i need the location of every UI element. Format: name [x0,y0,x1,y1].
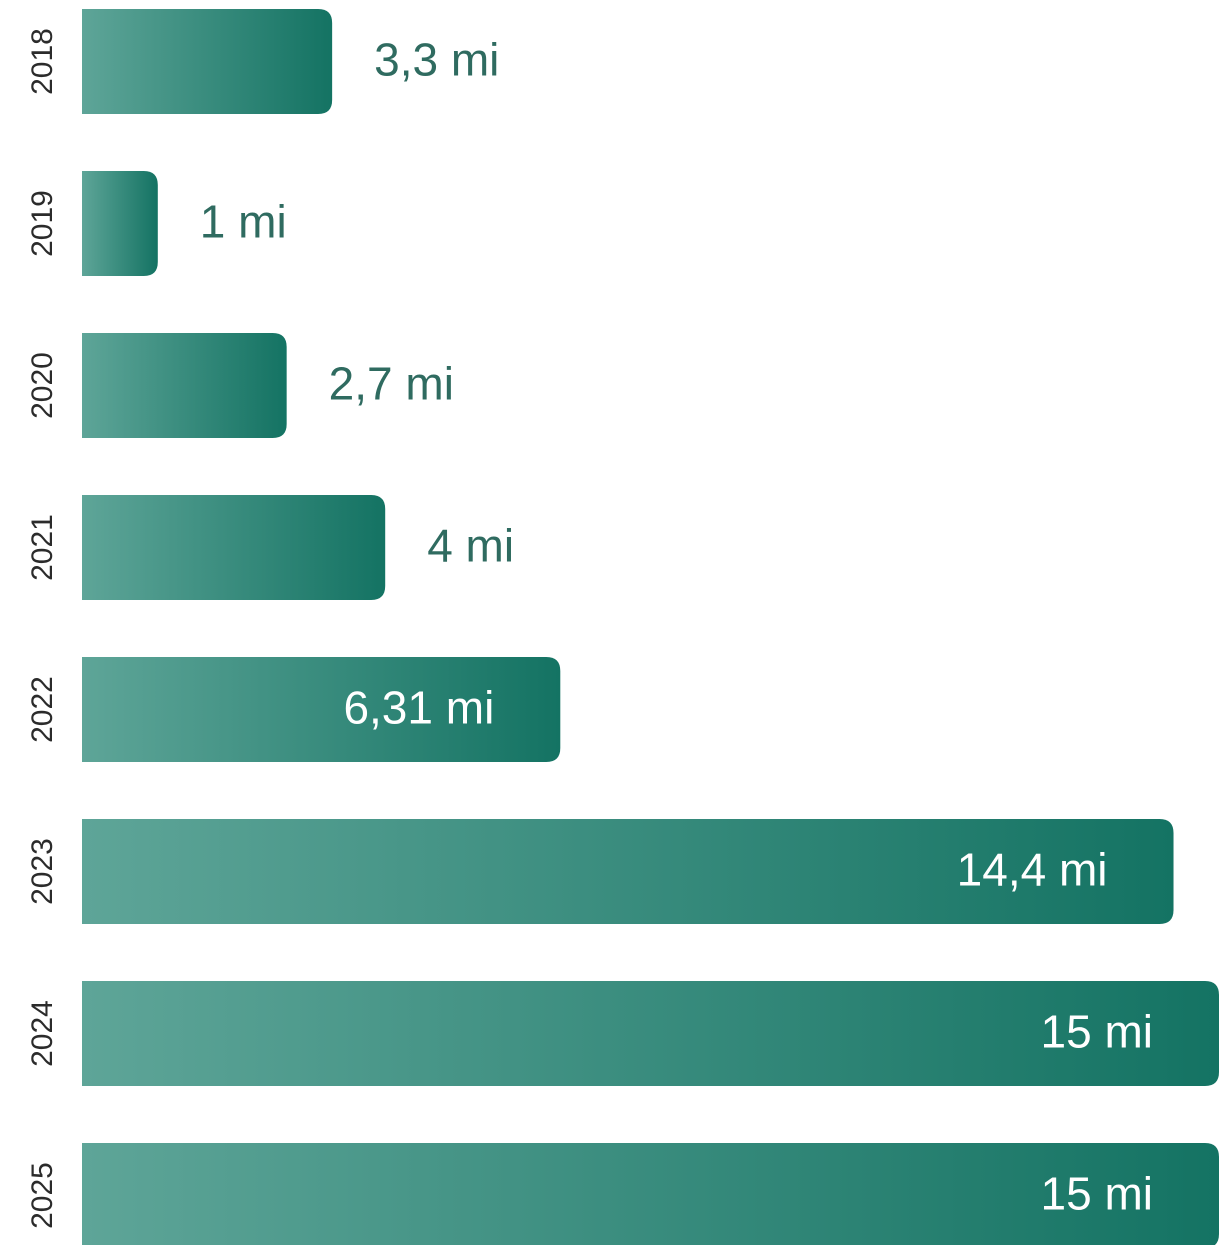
bar-2023 [82,819,1174,924]
value-label-2024: 15 mi [1041,1006,1153,1058]
value-label-2022: 6,31 mi [343,682,494,734]
value-label-2020: 2,7 mi [329,358,454,410]
year-label-2023: 2023 [26,838,59,905]
bar-2020 [82,333,287,438]
bar-2022 [82,657,561,762]
bar-2021 [82,495,386,600]
value-label-2021: 4 mi [427,520,514,572]
year-label-2022: 2022 [26,676,59,743]
bar-2025 [82,1143,1219,1245]
bars-layer: 2018 3,3 mi 2019 1 mi 2020 2,7 mi 2021 4 mi 2022… [26,9,1219,1245]
year-label-2018: 2018 [26,28,59,95]
value-label-2025: 15 mi [1041,1168,1153,1220]
bar-2019 [82,171,158,276]
bar-2024 [82,981,1219,1086]
value-label-2023: 14,4 mi [957,844,1108,896]
value-label-2018: 3,3 mi [374,34,499,86]
bar-2018 [82,9,333,114]
year-label-2021: 2021 [26,514,59,581]
year-label-2025: 2025 [26,1162,59,1229]
year-label-2024: 2024 [26,1000,59,1067]
year-label-2020: 2020 [26,352,59,419]
value-label-2019: 1 mi [200,196,287,248]
year-label-2019: 2019 [26,190,59,257]
